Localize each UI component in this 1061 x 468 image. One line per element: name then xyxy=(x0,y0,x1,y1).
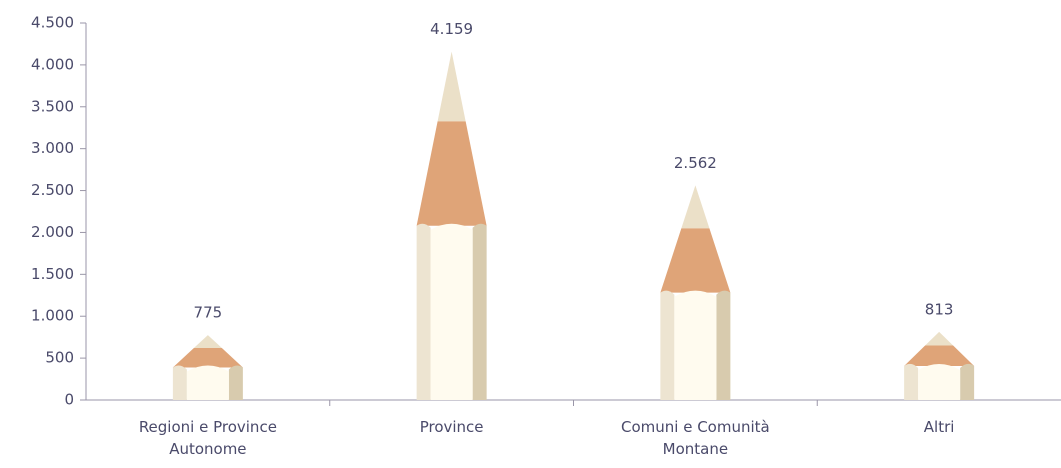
pencil-bar xyxy=(660,185,731,400)
pencil-tip xyxy=(437,51,466,122)
y-tick-label: 3.500 xyxy=(31,97,74,115)
value-label: 813 xyxy=(925,300,954,318)
pencil-wood xyxy=(172,348,243,368)
x-tick-label: Province xyxy=(419,418,484,436)
pencil-body-center xyxy=(430,223,473,400)
pencil-body-left xyxy=(660,290,675,400)
pencil-tip xyxy=(193,335,222,349)
pencil-body-right xyxy=(716,290,731,400)
value-label: 2.562 xyxy=(674,154,717,172)
pencil-wood xyxy=(904,345,975,366)
y-tick-label: 2.000 xyxy=(31,223,74,241)
pencil-body-center xyxy=(186,365,229,400)
pencil-body-right xyxy=(228,365,243,400)
pencil-bar xyxy=(172,335,243,400)
pencil-body-left xyxy=(172,365,187,400)
pencil-body-right xyxy=(960,363,975,400)
y-tick-label: 4.000 xyxy=(31,55,74,73)
pencil-bar xyxy=(904,331,975,400)
pencil-body-center xyxy=(918,363,961,400)
y-tick-label: 1.500 xyxy=(31,265,74,283)
pencil-body-left xyxy=(416,223,431,400)
y-tick-label: 2.500 xyxy=(31,181,74,199)
pencil-tip xyxy=(681,185,710,229)
pencil-bar xyxy=(416,51,487,400)
x-tick-label: Regioni e Province Autonome xyxy=(138,418,277,458)
pencil-wood xyxy=(416,121,487,226)
pencil-body-right xyxy=(472,223,487,400)
y-tick-label: 3.000 xyxy=(31,139,74,157)
y-tick-label: 1.000 xyxy=(31,307,74,325)
pencil-wood xyxy=(660,228,731,293)
y-tick-label: 500 xyxy=(45,349,74,367)
y-tick-label: 4.500 xyxy=(31,14,74,32)
y-tick-label: 0 xyxy=(64,391,74,409)
pencil-tip xyxy=(925,331,954,346)
x-tick-label: Altri xyxy=(923,418,955,436)
value-label: 4.159 xyxy=(430,20,473,38)
x-tick-label: Comuni e Comunità Montane xyxy=(621,418,770,458)
pencil-body-center xyxy=(674,290,717,400)
pencil-body-left xyxy=(904,363,919,400)
value-label: 775 xyxy=(194,304,223,322)
